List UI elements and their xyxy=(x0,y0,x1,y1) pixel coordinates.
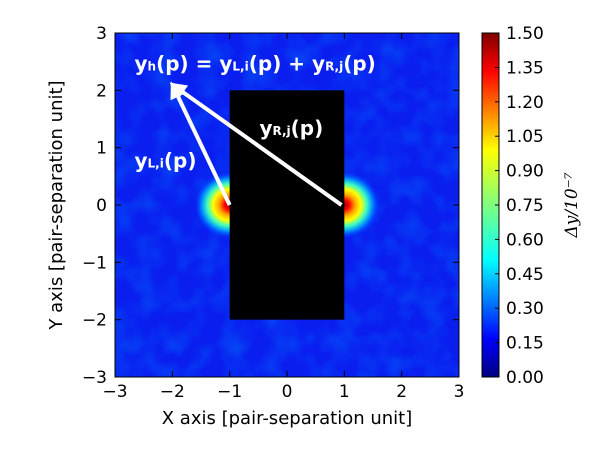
annotation-subscript: L,i xyxy=(148,157,164,171)
annotation-subscript: h xyxy=(148,59,157,73)
x-tick-label: 3 xyxy=(454,382,465,402)
colorbar-title: Δy/10⁻⁷ xyxy=(562,172,582,238)
annotation-text: (p) xyxy=(291,116,324,140)
colorbar-tick-label: 0.15 xyxy=(506,334,544,354)
y-axis-title: Y axis [pair-separation unit] xyxy=(46,80,67,330)
annotation-text: y xyxy=(134,51,147,75)
colorbar-tick-label: 0.00 xyxy=(506,368,544,388)
heatmap-plot-area xyxy=(115,33,459,377)
y-tick-label: 2 xyxy=(96,81,107,101)
annotation-text: (p) xyxy=(343,51,376,75)
annotation-text: y xyxy=(259,116,272,140)
colorbar-tick-label: 0.30 xyxy=(506,299,544,319)
x-tick-label: −3 xyxy=(102,382,127,402)
colorbar: 0.00 0.15 0.30 0.45 0.60 0.75 0.90 1.05 1.20 1.35… xyxy=(481,24,582,388)
y-tick-label: −2 xyxy=(82,311,107,331)
y-tick-label: 0 xyxy=(96,196,107,216)
annotation-text: (p) xyxy=(164,149,197,173)
annotation-text: (p) + y xyxy=(249,51,325,75)
x-axis: −3 −2 −1 0 1 2 3 xyxy=(102,33,464,402)
annotation-text: (p) = y xyxy=(156,51,232,75)
y-tick-label: 1 xyxy=(96,139,107,159)
colorbar-tick-label: 0.60 xyxy=(506,230,544,250)
colorbar-tick-label: 0.90 xyxy=(506,162,544,182)
annotation-subscript: L,i xyxy=(232,59,248,73)
annotation-sum-equation: yh(p) = yL,i(p) + yR,j(p) xyxy=(134,51,375,75)
x-tick-label: 0 xyxy=(282,382,293,402)
colorbar-tick-label: 1.20 xyxy=(506,93,544,113)
colorbar-tick-label: 1.50 xyxy=(506,24,544,44)
colorbar-tick-label: 0.45 xyxy=(506,265,544,285)
x-axis-title: X axis [pair-separation unit] xyxy=(162,408,413,429)
y-axis: −3 −2 −1 0 1 2 3 xyxy=(82,24,459,388)
annotation-right-label: yR,j(p) xyxy=(259,116,323,140)
y-tick-label: −3 xyxy=(82,368,107,388)
annotation-subscript: R,j xyxy=(325,59,343,73)
annotation-subscript: R,j xyxy=(273,124,291,138)
arrow-0 xyxy=(170,81,232,206)
y-tick-label: −1 xyxy=(82,253,107,273)
arrow-1 xyxy=(169,82,343,207)
annotation-left-label: yL,i(p) xyxy=(134,149,196,173)
colorbar-tick-label: 1.05 xyxy=(506,127,544,147)
masked-region xyxy=(229,90,345,320)
x-tick-label: −2 xyxy=(160,382,185,402)
x-tick-label: −1 xyxy=(217,382,242,402)
x-tick-label: 2 xyxy=(396,382,407,402)
annotation-layer: yh(p) = yL,i(p) + yR,j(p)yL,i(p)yR,j(p) xyxy=(134,51,376,207)
colorbar-tick-label: 0.75 xyxy=(506,196,544,216)
colorbar-tick-label: 1.35 xyxy=(506,58,544,78)
y-tick-label: 3 xyxy=(96,24,107,44)
annotation-text: y xyxy=(134,149,147,173)
x-tick-label: 1 xyxy=(339,382,350,402)
